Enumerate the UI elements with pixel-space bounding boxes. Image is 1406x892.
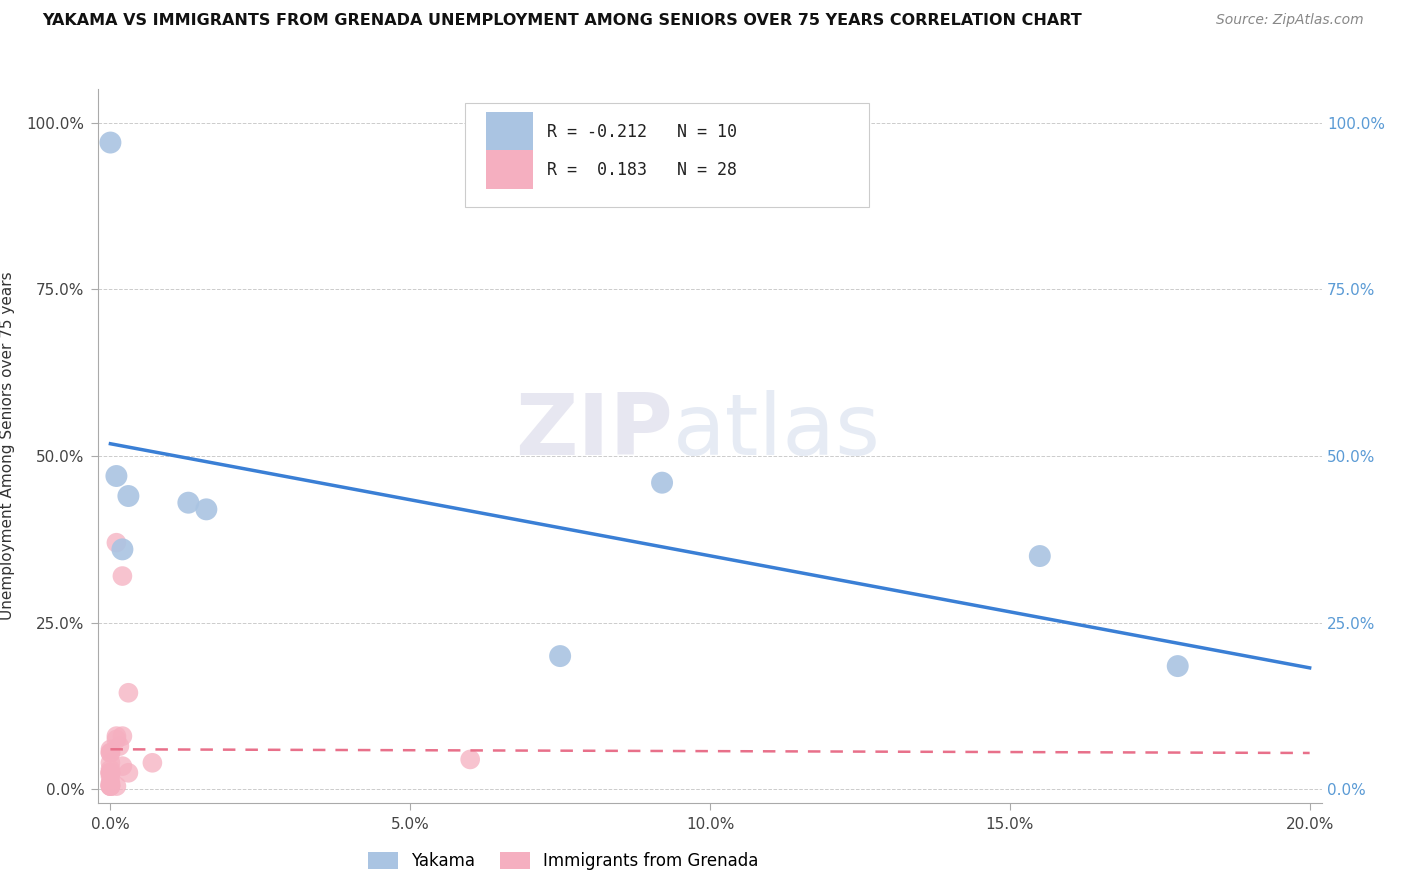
Y-axis label: Unemployment Among Seniors over 75 years: Unemployment Among Seniors over 75 years (0, 272, 15, 620)
Text: ZIP: ZIP (516, 390, 673, 474)
Point (100, 746, 122, 760)
Point (100, 765, 122, 780)
Legend: Yakama, Immigrants from Grenada: Yakama, Immigrants from Grenada (361, 845, 765, 877)
Point (1167, 659, 1189, 673)
Text: atlas: atlas (673, 390, 882, 474)
Point (105, 729, 128, 743)
Point (111, 569, 134, 583)
Point (117, 765, 139, 780)
Point (100, 756, 122, 770)
Point (177, 496, 200, 510)
Text: Source: ZipAtlas.com: Source: ZipAtlas.com (1216, 13, 1364, 28)
Point (100, 769, 122, 783)
Point (651, 475, 673, 490)
Point (548, 649, 571, 664)
Point (105, 535, 128, 549)
Point (100, 777, 122, 791)
Point (117, 686, 139, 700)
Point (100, 765, 122, 780)
Point (458, 752, 481, 766)
Text: R =  0.183   N = 28: R = 0.183 N = 28 (547, 161, 737, 178)
Point (111, 542, 134, 557)
FancyBboxPatch shape (465, 103, 869, 207)
Point (117, 489, 139, 503)
Point (105, 732, 128, 747)
Point (141, 756, 163, 770)
Point (100, 779, 122, 793)
Point (105, 779, 128, 793)
Point (100, 136, 122, 150)
Point (100, 765, 122, 780)
Point (100, 746, 122, 760)
Point (100, 779, 122, 793)
Point (111, 729, 134, 743)
Point (105, 469, 128, 483)
FancyBboxPatch shape (486, 150, 533, 189)
Point (100, 779, 122, 793)
Point (100, 742, 122, 756)
Point (108, 739, 131, 753)
FancyBboxPatch shape (486, 112, 533, 152)
Point (1029, 549, 1052, 563)
Point (100, 763, 122, 777)
Point (100, 779, 122, 793)
Point (100, 776, 122, 790)
Point (100, 765, 122, 780)
Point (111, 759, 134, 773)
Text: YAKAMA VS IMMIGRANTS FROM GRENADA UNEMPLOYMENT AMONG SENIORS OVER 75 YEARS CORRE: YAKAMA VS IMMIGRANTS FROM GRENADA UNEMPL… (42, 13, 1083, 29)
Text: R = -0.212   N = 10: R = -0.212 N = 10 (547, 123, 737, 141)
Point (195, 502, 218, 516)
